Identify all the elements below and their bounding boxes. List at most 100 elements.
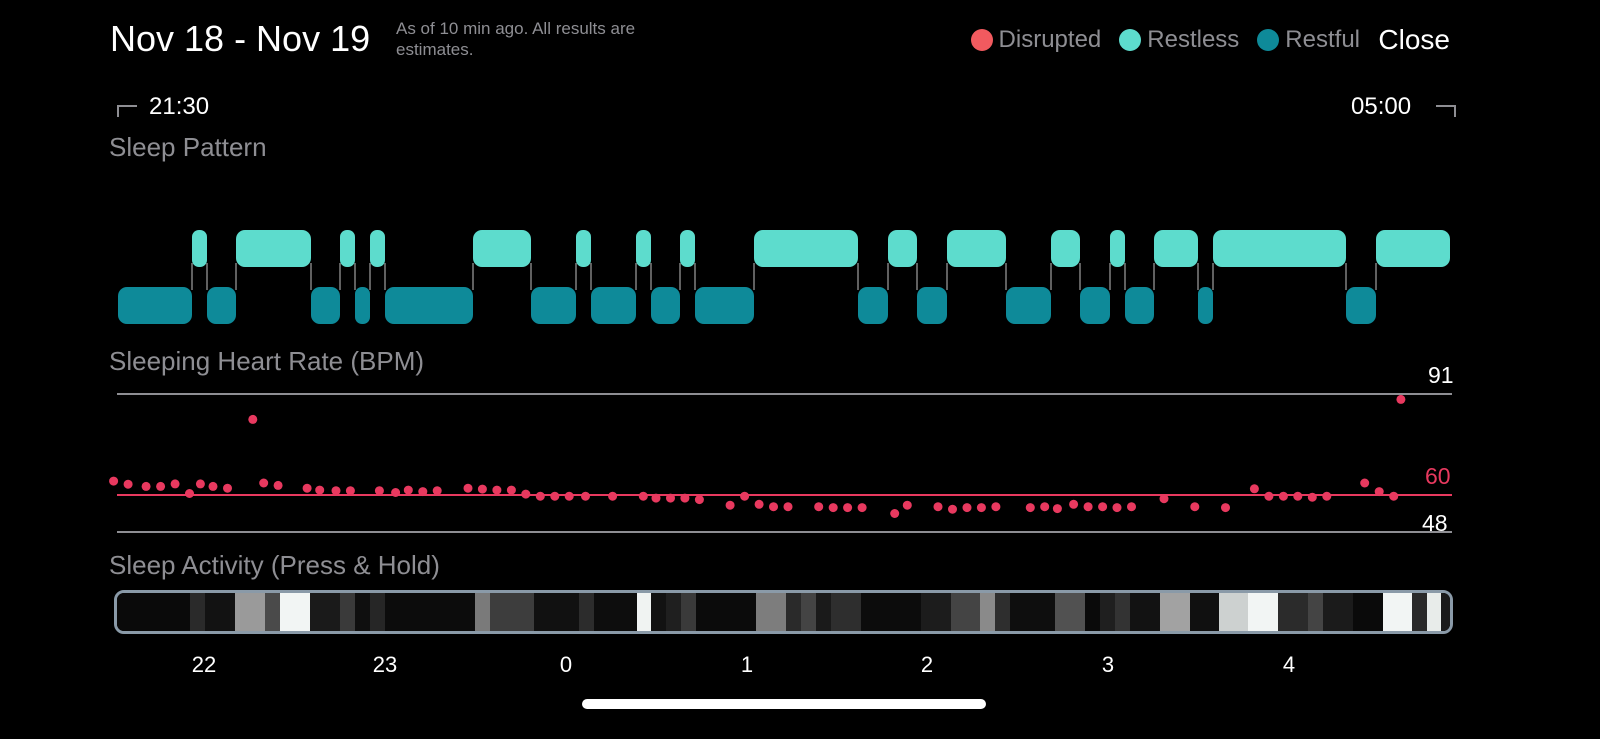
axis-tick-label: 3 [1101,652,1115,677]
heart-rate-point [754,499,764,509]
heart-rate-point [1190,502,1200,512]
axis-tick-label: 2 [920,652,934,677]
heart-rate-point [1322,491,1332,501]
heart-rate-point [1374,487,1384,497]
end-time: 05:00 [1351,93,1412,120]
sleep-pattern-connectors [191,263,1377,290]
heart-rate-label: Sleeping Heart Rate (BPM) [109,346,425,376]
axis-tick-label: 22 [191,652,217,677]
heart-rate-point [564,491,574,501]
heart-rate-point [1052,504,1062,514]
heart-rate-point [185,489,194,498]
heart-rate-point [581,491,590,501]
heart-rate-point [345,486,355,496]
heart-rate-point [651,493,661,503]
heart-rate-point [991,502,1001,512]
start-time: 21:30 [149,93,210,120]
restless-segments [192,230,1450,267]
restful-dot-icon [1257,29,1280,51]
heart-rate-point [902,500,912,510]
heart-rate-point [1098,502,1108,512]
heart-rate-point [521,489,531,499]
heart-rate-point [535,491,545,501]
heart-rate-point [725,500,735,510]
heart-rate-point [948,504,957,514]
heart-rate-point [273,480,283,490]
heart-rate-point [608,491,618,501]
heart-rate-point [170,479,180,489]
legend: Disrupted Restless Restful [970,22,1360,58]
legend-label-restful: Restful [1285,26,1360,53]
heart-rate-point [890,509,900,518]
restful-segments [118,287,1376,324]
heart-rate-point [1025,503,1035,513]
heart-rate-point [1249,484,1259,494]
heart-rate-point [843,503,853,513]
heart-rate-point [1307,492,1317,502]
disrupted-dot-icon [970,29,993,51]
start-bracket-icon [117,105,137,117]
heart-rate-point [638,491,648,501]
heart-rate-point [477,484,487,494]
heart-rate-point [828,503,838,513]
heart-rate-point [1069,499,1079,509]
heart-rate-point [769,502,778,512]
heart-rate-point [1293,491,1303,501]
sleep-activity-heatmap [117,593,1450,631]
heart-rate-point [666,493,675,503]
heart-rate-point [1083,502,1093,512]
heart-rate-point [223,483,232,493]
legend-item-restful: Restful [1257,26,1360,54]
heart-rate-point [933,502,943,512]
heart-rate-point [259,478,269,488]
heart-rate-point [1360,478,1370,488]
heart-rate-point [1396,394,1406,404]
heart-rate-point [141,481,151,491]
heart-rate-point [315,485,325,495]
legend-item-restless: Restless [1119,26,1239,54]
heart-rate-point [550,491,560,501]
heart-rate-point [506,485,516,495]
status-subtitle: As of 10 min ago. All results are estima… [396,19,636,59]
heart-rate-point [391,488,401,497]
restless-dot-icon [1119,29,1142,51]
heart-rate-point [1112,503,1122,513]
axis-tick-label: 23 [372,652,398,677]
heart-rate-point [740,491,750,501]
home-indicator[interactable] [582,699,986,709]
heart-rate-point [680,493,690,503]
heart-rate-point [976,503,986,513]
end-bracket-icon [1436,105,1456,117]
heart-rate-point [123,479,133,489]
heart-rate-point [1221,503,1230,513]
heart-rate-point [1264,491,1274,501]
heart-rate-point [248,414,258,424]
close-button[interactable]: Close [1378,24,1450,55]
hr-avg-value: 60 [1425,463,1451,489]
hr-min-value: 48 [1422,510,1448,536]
heart-rate-point [962,503,972,513]
axis-tick-label: 1 [740,652,754,677]
heart-rate-point [1389,491,1399,501]
sleep-activity-label: Sleep Activity (Press & Hold) [109,550,440,580]
heart-rate-point [857,503,867,513]
heart-rate-point [195,479,205,489]
heart-rate-point [783,502,793,512]
heart-rate-point [432,486,442,496]
heart-rate-point [463,483,473,493]
heart-rate-point [109,476,119,486]
heart-rate-point [403,485,413,495]
hr-points [109,394,1406,518]
sleep-activity-strip[interactable] [114,590,1453,634]
heart-rate-point [814,502,824,512]
heart-rate-point [1040,502,1050,512]
heart-rate-point [418,487,428,497]
hr-max-value: 91 [1428,362,1454,388]
axis-tick-label: 4 [1282,652,1296,677]
heart-rate-point [302,483,312,493]
legend-item-disrupted: Disrupted [970,26,1102,54]
heart-rate-point [492,485,502,495]
legend-label-disrupted: Disrupted [998,26,1102,53]
